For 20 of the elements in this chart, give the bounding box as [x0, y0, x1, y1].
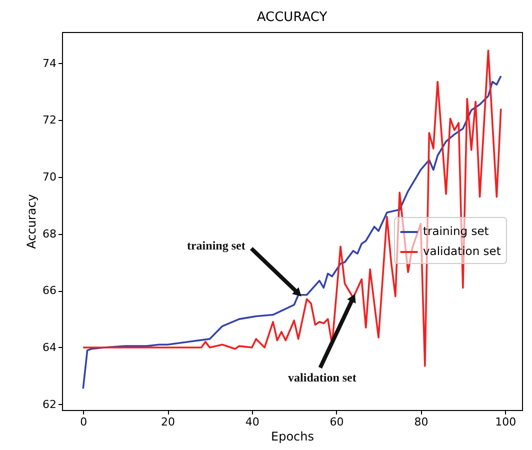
y-tick-label: 66	[42, 284, 56, 298]
x-tick-label: 80	[414, 416, 428, 428]
y-tick-label: 70	[42, 170, 56, 184]
y-tick-label: 62	[42, 398, 56, 411]
legend-label: training set	[423, 224, 490, 238]
x-axis-title: Epochs	[271, 430, 314, 444]
annotation: training set	[186, 238, 246, 252]
annotation: validation set	[288, 370, 356, 385]
x-tick-label: 20	[161, 416, 176, 428]
y-tick-label: 68	[42, 227, 56, 240]
x-tick-label: 0	[80, 416, 88, 428]
y-tick-label: 64	[42, 340, 56, 354]
x-tick-label: 40	[245, 416, 260, 428]
chart-title: ACCURACY	[256, 10, 328, 25]
legend-label: validation set	[423, 244, 502, 258]
y-tick-label: 72	[42, 114, 56, 127]
x-tick-label: 60	[330, 416, 344, 428]
y-axis-title: Accuracy	[24, 194, 39, 249]
x-tick-label: 100	[495, 416, 516, 428]
y-tick-label: 74	[42, 56, 56, 70]
